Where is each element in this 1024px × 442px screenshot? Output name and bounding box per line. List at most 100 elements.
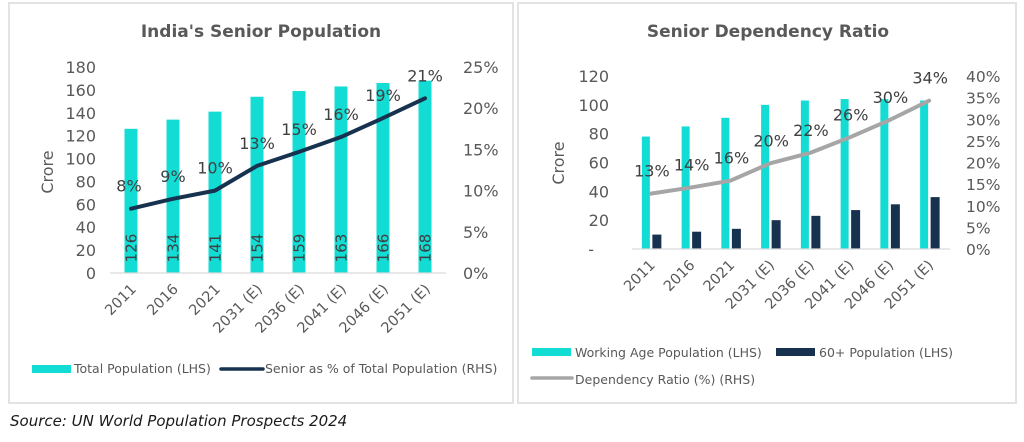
y2-tick-label: 0%	[463, 264, 488, 283]
y2-tick-label: 20%	[966, 155, 1000, 173]
y2-tick-label: 15%	[966, 176, 1000, 194]
x-tick-label: 2021	[186, 282, 223, 319]
y-tick-label: 20	[76, 241, 96, 260]
bar-working-age	[920, 100, 929, 249]
y2-tick-label: 5%	[463, 223, 488, 242]
bar-series-total-population: 126 134 141 154 159 163 166 168	[123, 80, 435, 274]
bar-value-label: 166	[375, 234, 393, 263]
bar-value-label: 126	[123, 234, 141, 263]
x-tick-label: 2016	[661, 258, 698, 295]
y-tick-label: 20	[589, 211, 609, 230]
legend-label-working-age: Working Age Population (LHS)	[575, 345, 762, 360]
y2-tick-label: 40%	[966, 68, 1000, 86]
legend: Working Age Population (LHS) 60+ Populat…	[530, 345, 953, 387]
y-axis-right: 0% 5% 10% 15% 20% 25%	[463, 58, 499, 283]
bar-value-label: 154	[249, 234, 267, 263]
line-data-label: 20%	[753, 131, 789, 150]
legend-swatch-60-plus	[776, 348, 815, 356]
y-axis-title: Crore	[38, 150, 57, 193]
bar-total-population	[250, 96, 264, 273]
line-data-label: 22%	[793, 121, 829, 140]
line-data-label: 14%	[674, 156, 710, 175]
line-data-label: 19%	[365, 86, 401, 105]
y-tick-label: 60	[589, 154, 609, 173]
legend-label-senior-pct: Senior as % of Total Population (RHS)	[265, 361, 497, 376]
x-tick-label: 2011	[621, 258, 658, 295]
y-tick-label: 40	[76, 218, 96, 237]
bar-60-plus	[811, 215, 821, 249]
source-note: Source: UN World Population Prospects 20…	[10, 412, 348, 430]
line-data-label: 34%	[912, 69, 948, 88]
line-data-label: 26%	[833, 105, 869, 124]
line-data-label: 13%	[239, 134, 275, 153]
bar-working-age	[840, 99, 849, 249]
line-data-label: 16%	[323, 105, 359, 124]
y2-tick-label: 30%	[966, 111, 1000, 129]
y-axis-left: 0 20 40 60 80 100 120 140 160 180	[65, 58, 96, 283]
line-data-label: 10%	[197, 159, 233, 178]
y-tick-label: 180	[65, 58, 96, 77]
y-tick-label: -	[588, 240, 594, 259]
y-tick-label: 120	[65, 127, 96, 146]
y2-tick-label: 20%	[463, 99, 499, 118]
line-data-label: 15%	[281, 120, 317, 139]
line-data-label: 16%	[714, 149, 750, 168]
bar-total-population	[124, 128, 138, 273]
chart-title: Senior Dependency Ratio	[647, 22, 889, 42]
bar-total-population	[166, 119, 180, 274]
line-senior-pct	[129, 96, 427, 211]
x-tick-label: 2011	[102, 282, 139, 319]
chart-title: India's Senior Population	[141, 22, 381, 42]
line-data-label: 9%	[160, 167, 185, 186]
line-series-senior-pct: 8% 9% 10% 13% 15% 16% 19% 21%	[116, 66, 443, 211]
bar-60-plus	[930, 197, 940, 249]
bar-60-plus	[851, 210, 861, 249]
bar-total-population	[292, 91, 306, 274]
y-tick-label: 100	[65, 150, 96, 169]
y-tick-label: 140	[65, 104, 96, 123]
bar-60-plus	[890, 204, 900, 249]
y2-tick-label: 25%	[463, 58, 499, 77]
y-tick-label: 80	[589, 125, 609, 144]
y-tick-label: 120	[578, 67, 609, 86]
line-data-label: 21%	[407, 66, 443, 85]
bar-working-age	[880, 99, 889, 249]
line-series-dependency-ratio: 13% 14% 16%20%22%26%30%34%	[634, 69, 948, 196]
y2-tick-label: 10%	[966, 198, 1000, 216]
bar-value-label: 134	[165, 234, 183, 263]
y-tick-label: 100	[578, 96, 609, 115]
line-data-label: 30%	[873, 88, 909, 107]
x-tick-label: 2016	[144, 282, 181, 319]
bar-working-age	[800, 100, 809, 249]
bar-total-population	[334, 86, 348, 273]
y-axis-left: - 20 40 60 80 100 120	[578, 67, 609, 259]
y2-tick-label: 5%	[966, 219, 991, 237]
bar-value-label: 159	[291, 234, 309, 263]
bar-60-plus	[652, 234, 662, 249]
line-data-label: 8%	[116, 177, 141, 196]
y2-tick-label: 10%	[463, 182, 499, 201]
bar-60-plus	[771, 220, 781, 249]
bar-value-label: 163	[333, 234, 351, 263]
y2-tick-label: 35%	[966, 90, 1000, 108]
bar-total-population	[376, 83, 390, 274]
y-tick-label: 0	[86, 264, 96, 283]
bar-value-label: 168	[417, 234, 435, 263]
legend-swatch-working-age	[532, 348, 571, 356]
x-tick-label: 2021	[701, 258, 738, 295]
legend-swatch-total-population	[32, 365, 71, 373]
chart-dependency-ratio: Senior Dependency Ratio Crore - 20 40 60 80 1…	[530, 22, 1000, 387]
line-data-label: 13%	[634, 162, 670, 181]
y-axis-title: Crore	[549, 141, 568, 184]
y-tick-label: 60	[76, 195, 96, 214]
line-dependency-ratio	[648, 98, 932, 196]
legend: Total Population (LHS) Senior as % of To…	[32, 361, 497, 376]
chart-senior-population: India's Senior Population Crore 0 20 40 60 8…	[32, 22, 499, 376]
y-axis-right: 0% 5% 10% 15% 20% 25% 30% 35% 40%	[966, 68, 1000, 259]
y-tick-label: 40	[589, 182, 609, 201]
bar-60-plus	[692, 231, 702, 249]
bar-value-label: 141	[207, 234, 225, 263]
